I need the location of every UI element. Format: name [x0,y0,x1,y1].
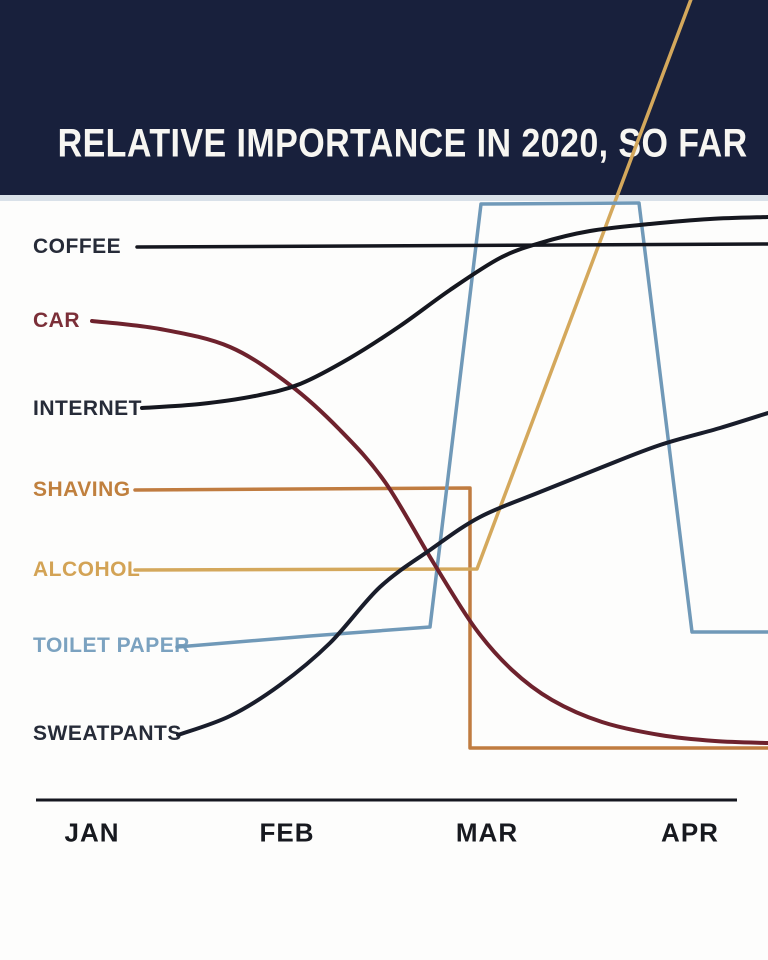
axis-label-feb: FEB [259,817,315,848]
series-label-alcohol: ALCOHOL [33,558,141,581]
series-label-coffee: COFFEE [33,235,122,258]
axis-label-apr: APR [661,817,719,848]
series-label-toilet-paper: TOILET PAPER [33,634,190,657]
axis-label-mar: MAR [455,817,519,848]
series-label-shaving: SHAVING [33,478,131,501]
series-label-internet: INTERNET [33,397,142,420]
series-label-car: CAR [33,309,80,332]
axis-label-jan: JAN [64,817,120,848]
series-label-sweatpants: SWEATPANTS [33,722,182,745]
